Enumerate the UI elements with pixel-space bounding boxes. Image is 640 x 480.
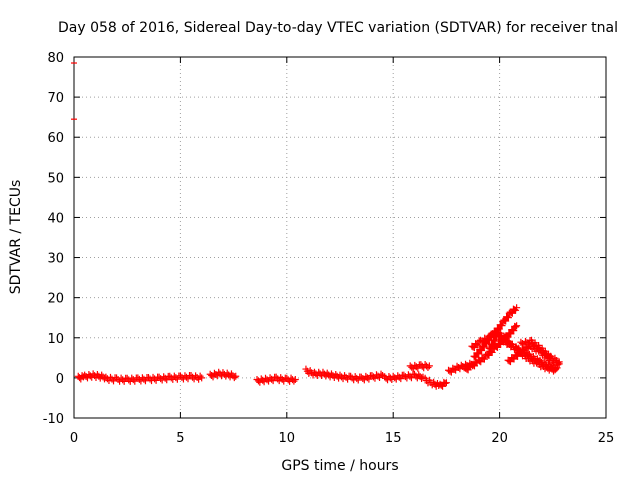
data-point <box>491 337 499 345</box>
data-point <box>172 374 180 382</box>
data-point <box>377 370 385 378</box>
data-point <box>480 355 488 363</box>
data-point <box>140 375 148 383</box>
x-axis-label: GPS time / hours <box>281 458 398 474</box>
data-point <box>354 376 362 384</box>
data-point <box>110 377 118 385</box>
data-point <box>483 339 491 347</box>
y-tick-label: 50 <box>47 171 64 186</box>
data-points <box>71 62 563 390</box>
data-point <box>365 375 373 383</box>
data-point <box>232 372 240 380</box>
data-point <box>195 375 203 383</box>
data-point <box>552 365 560 373</box>
data-point <box>555 358 563 366</box>
data-point <box>198 374 206 382</box>
data-point <box>407 374 415 382</box>
data-point <box>291 375 299 383</box>
data-point <box>480 343 488 351</box>
y-tick-label: -10 <box>43 412 64 427</box>
data-point <box>554 359 562 367</box>
data-point <box>425 362 433 370</box>
data-point <box>510 327 518 335</box>
x-tick-label: 5 <box>176 431 184 446</box>
data-point <box>151 375 159 383</box>
x-tick-label: 0 <box>70 431 78 446</box>
data-point <box>414 364 422 372</box>
data-point <box>152 376 160 384</box>
x-tick-label: 15 <box>385 431 402 446</box>
data-point <box>196 372 204 380</box>
data-point <box>353 374 361 382</box>
data-point <box>119 376 127 384</box>
data-point <box>504 314 512 322</box>
data-point <box>474 341 482 349</box>
data-point <box>182 373 190 381</box>
data-point <box>478 347 486 355</box>
data-point <box>553 364 561 372</box>
data-point <box>488 348 496 356</box>
chart-title: Day 058 of 2016, Sidereal Day-to-day VTE… <box>58 20 618 36</box>
data-point <box>173 375 181 383</box>
data-point <box>120 377 128 385</box>
data-point <box>493 343 501 351</box>
y-tick-label: 10 <box>47 332 64 347</box>
data-point <box>397 375 405 383</box>
data-point <box>290 377 298 385</box>
y-tick-label: 80 <box>47 51 64 66</box>
data-point <box>129 376 137 384</box>
data-point <box>487 345 495 353</box>
plot-frame <box>73 56 607 419</box>
data-point <box>108 375 116 383</box>
ticks: 0 5 10 15 20 25 -10 0 10 20 30 40 50 60 70 80 <box>43 51 615 446</box>
data-point <box>513 322 521 330</box>
data-point <box>424 364 432 372</box>
data-point <box>442 379 450 387</box>
data-point <box>269 377 277 385</box>
y-tick-label: 70 <box>47 91 64 106</box>
y-tick-label: 60 <box>47 131 64 146</box>
x-tick-label: 20 <box>491 431 508 446</box>
y-tick-label: 20 <box>47 292 64 307</box>
data-point <box>230 374 238 382</box>
x-tick-label: 25 <box>598 431 615 446</box>
data-point <box>163 376 171 384</box>
data-point <box>141 377 149 385</box>
y-axis-label: SDTVAR / TECUs <box>8 180 24 295</box>
data-point <box>513 304 521 312</box>
x-tick-label: 10 <box>279 431 296 446</box>
y-tick-label: 40 <box>47 211 64 226</box>
data-point <box>131 377 139 385</box>
data-point <box>441 379 449 387</box>
data-point <box>498 322 506 330</box>
data-point <box>524 340 532 348</box>
data-point <box>485 351 493 359</box>
data-point <box>184 375 192 383</box>
data-point <box>489 341 497 349</box>
y-tick-label: 30 <box>47 252 64 267</box>
data-point <box>512 323 520 331</box>
y-tick-label: 0 <box>56 372 64 387</box>
data-point <box>508 309 516 317</box>
